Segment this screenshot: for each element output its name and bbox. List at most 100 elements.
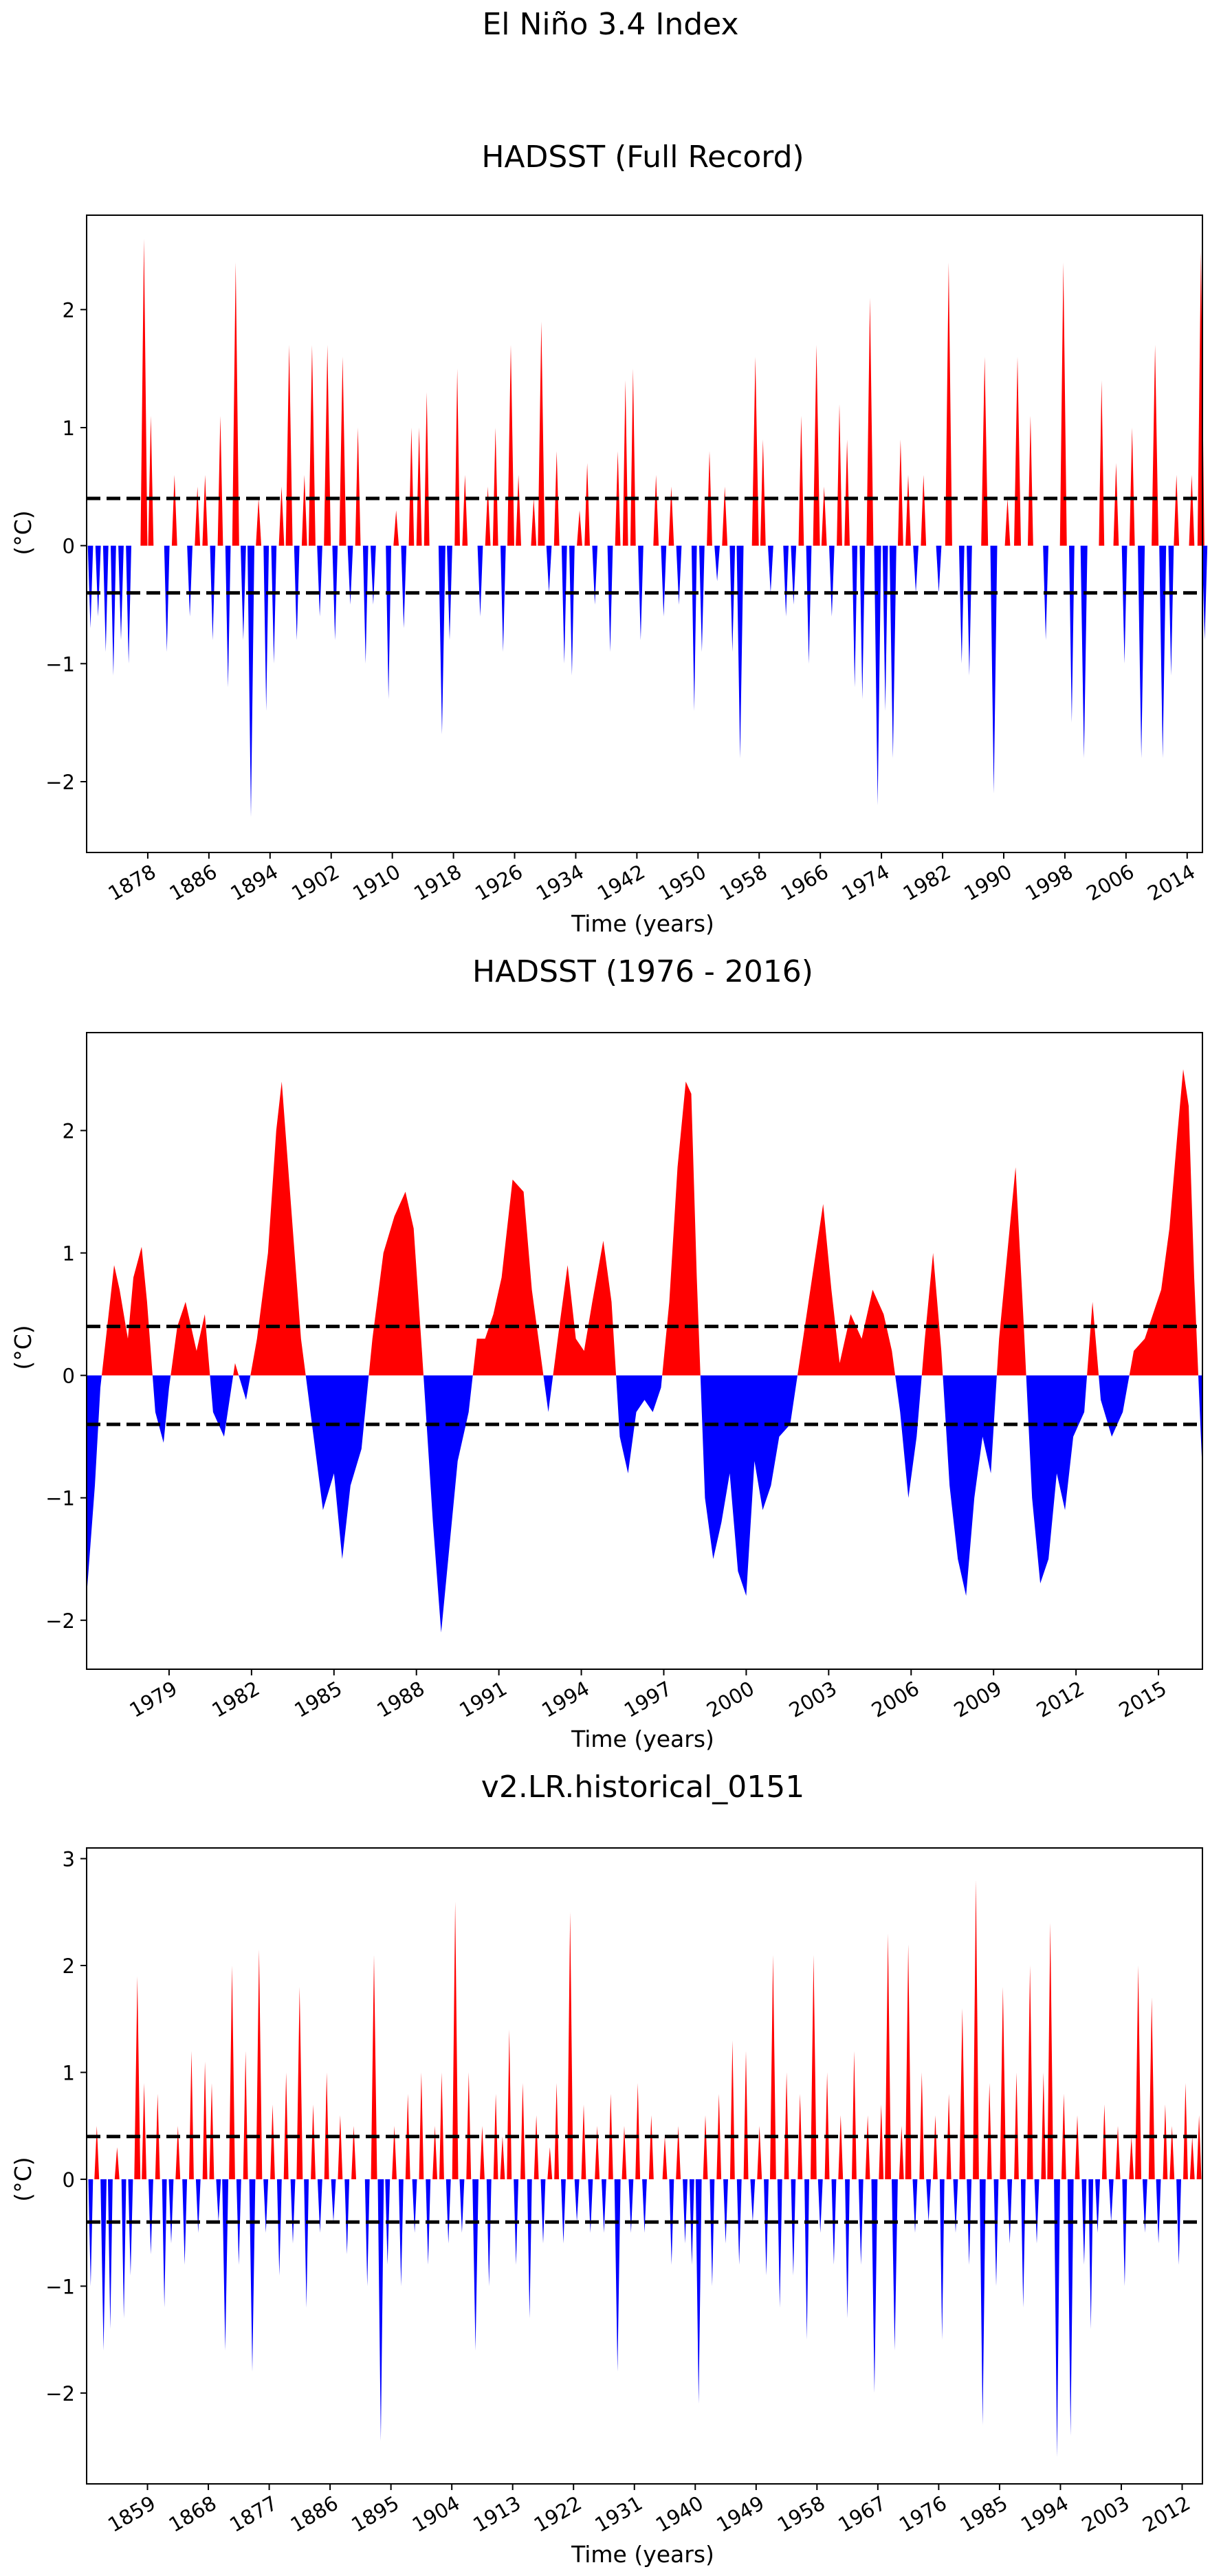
x-tick-label: 1886 bbox=[287, 2491, 342, 2537]
positive-anomaly-area bbox=[729, 2040, 735, 2179]
negative-anomaly-area bbox=[111, 545, 116, 676]
x-tick-label: 1931 bbox=[591, 2491, 646, 2537]
negative-anomaly-area bbox=[249, 2179, 256, 2372]
positive-anomaly-area bbox=[324, 344, 331, 546]
negative-anomaly-area bbox=[695, 2179, 702, 2404]
negative-anomaly-area bbox=[953, 2179, 958, 2233]
positive-anomaly-area bbox=[452, 1901, 459, 2179]
y-tick-label: 0 bbox=[63, 2168, 75, 2192]
positive-anomaly-area bbox=[1135, 1966, 1141, 2179]
x-axis-label: Time (years) bbox=[571, 910, 714, 937]
positive-anomaly-area bbox=[462, 474, 468, 546]
positive-anomaly-area bbox=[243, 2051, 248, 2179]
negative-anomaly-area bbox=[162, 2179, 167, 2308]
negative-anomaly-area bbox=[736, 2179, 742, 2265]
x-tick-label: 2003 bbox=[785, 1677, 841, 1722]
plot-area: −2 −1 0 1 2 1979 1982 1985 1988 1991 1994 1997 2000 2… bbox=[45, 1032, 1203, 1722]
negative-anomaly-area bbox=[148, 2179, 153, 2254]
positive-anomaly-area bbox=[170, 1301, 210, 1376]
negative-anomaly-area bbox=[263, 2179, 269, 2233]
negative-anomaly-area bbox=[912, 2179, 918, 2233]
positive-anomaly-area bbox=[945, 262, 952, 546]
negative-anomaly-area bbox=[386, 545, 391, 699]
negative-anomaly-area bbox=[714, 545, 720, 582]
negative-anomaly-area bbox=[446, 2179, 451, 2244]
negative-anomaly-area bbox=[1108, 2179, 1114, 2223]
positive-anomaly-area bbox=[1041, 2072, 1046, 2179]
positive-anomaly-area bbox=[973, 1880, 979, 2179]
positive-anomaly-area bbox=[1129, 1069, 1198, 1376]
x-tick-label: 1922 bbox=[530, 2491, 586, 2537]
positive-anomaly-area bbox=[581, 2104, 586, 2179]
positive-anomaly-area bbox=[355, 428, 361, 546]
positive-anomaly-area bbox=[311, 2104, 316, 2179]
negative-anomaly-area bbox=[216, 2179, 221, 2223]
positive-anomaly-area bbox=[635, 2083, 641, 2179]
negative-anomaly-area bbox=[239, 1375, 251, 1400]
y-tick-label: −2 bbox=[45, 771, 75, 794]
x-tick-label: 1949 bbox=[712, 2491, 768, 2537]
negative-anomaly-area bbox=[845, 2179, 850, 2318]
negative-anomaly-area bbox=[100, 2179, 107, 2351]
positive-anomaly-area bbox=[148, 415, 154, 546]
negative-anomaly-area bbox=[889, 545, 896, 758]
positive-anomaly-area bbox=[531, 498, 537, 546]
negative-anomaly-area bbox=[290, 2179, 296, 2244]
x-tick-label: 1982 bbox=[208, 1677, 263, 1722]
figure-suptitle: El Niño 3.4 Index bbox=[482, 7, 738, 42]
positive-anomaly-area bbox=[899, 2126, 904, 2179]
negative-anomaly-area bbox=[926, 2179, 932, 2223]
positive-anomaly-area bbox=[1152, 344, 1159, 546]
negative-anomaly-area bbox=[121, 2179, 126, 2318]
positive-anomaly-area bbox=[142, 2083, 147, 2179]
positive-anomaly-area bbox=[852, 2051, 857, 2179]
negative-anomaly-area bbox=[892, 2179, 898, 2351]
positive-anomaly-area bbox=[743, 2051, 749, 2179]
axes-frame bbox=[86, 1032, 1203, 1670]
positive-anomaly-area bbox=[507, 344, 514, 546]
positive-anomaly-area bbox=[485, 486, 491, 546]
positive-anomaly-area bbox=[722, 486, 728, 546]
x-tick-label: 1988 bbox=[373, 1677, 428, 1722]
negative-anomaly-area bbox=[1034, 2179, 1040, 2244]
positive-anomaly-area bbox=[189, 2051, 194, 2179]
positive-anomaly-area bbox=[905, 1944, 912, 2179]
negative-anomaly-area bbox=[344, 2179, 350, 2254]
positive-anomaly-area bbox=[1163, 2104, 1168, 2179]
positive-anomaly-area bbox=[959, 2008, 966, 2179]
positive-anomaly-area bbox=[1028, 415, 1033, 546]
negative-anomaly-area bbox=[271, 545, 277, 664]
positive-anomaly-area bbox=[1000, 1987, 1006, 2179]
positive-anomaly-area bbox=[838, 2115, 844, 2179]
negative-anomaly-area bbox=[768, 545, 773, 593]
y-tick-label: 0 bbox=[63, 1365, 75, 1388]
positive-anomaly-area bbox=[408, 428, 415, 546]
positive-anomaly-area bbox=[1087, 1301, 1099, 1376]
negative-anomaly-area bbox=[317, 545, 322, 617]
positive-anomaly-area bbox=[921, 474, 927, 546]
negative-anomaly-area bbox=[569, 545, 575, 676]
positive-anomaly-area bbox=[102, 1246, 153, 1376]
x-tick-label: 2006 bbox=[868, 1677, 923, 1722]
negative-anomaly-area bbox=[459, 2179, 465, 2233]
positive-anomaly-area bbox=[757, 2126, 762, 2179]
positive-anomaly-area bbox=[270, 2104, 275, 2179]
negative-anomaly-area bbox=[1054, 2179, 1060, 2458]
positive-anomaly-area bbox=[919, 2072, 925, 2179]
negative-anomaly-area bbox=[168, 2179, 174, 2244]
positive-anomaly-area bbox=[439, 2072, 444, 2179]
negative-anomaly-area bbox=[412, 2179, 417, 2233]
negative-anomaly-area bbox=[1156, 2179, 1161, 2244]
axes-frame bbox=[86, 1847, 1203, 2485]
positive-anomaly-area bbox=[171, 474, 177, 546]
positive-anomaly-area bbox=[233, 1363, 239, 1376]
y-tick-label: −1 bbox=[45, 652, 75, 676]
negative-anomaly-area bbox=[222, 2179, 229, 2351]
negative-anomaly-area bbox=[527, 2179, 532, 2318]
positive-anomaly-area bbox=[770, 1955, 776, 2179]
positive-anomaly-area bbox=[371, 1955, 377, 2179]
negative-anomaly-area bbox=[1069, 545, 1075, 723]
positive-anomaly-area bbox=[393, 510, 399, 546]
negative-anomaly-area bbox=[710, 2179, 715, 2287]
negative-anomaly-area bbox=[362, 545, 368, 664]
